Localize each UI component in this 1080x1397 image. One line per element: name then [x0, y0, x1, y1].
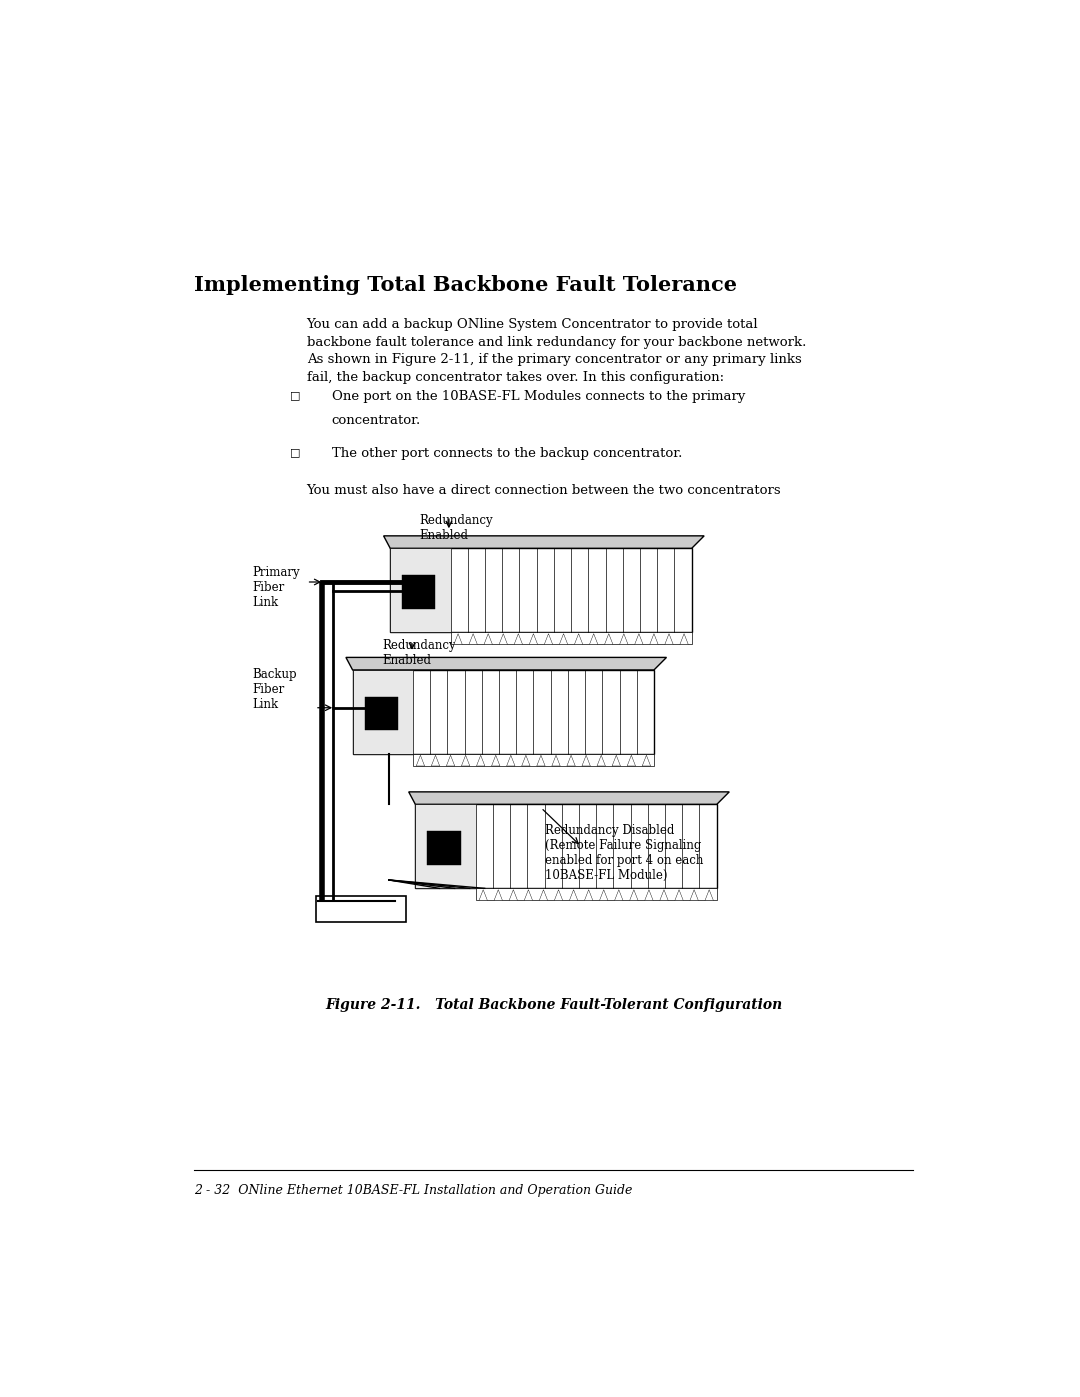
Bar	[413, 754, 654, 766]
Polygon shape	[346, 658, 666, 671]
Text: Primary
Fiber
Link: Primary Fiber Link	[253, 566, 300, 609]
Polygon shape	[514, 634, 523, 644]
Polygon shape	[431, 756, 440, 766]
Polygon shape	[567, 756, 576, 766]
Bar	[450, 633, 691, 644]
Polygon shape	[539, 890, 548, 901]
Bar	[390, 549, 691, 633]
Polygon shape	[491, 756, 500, 766]
Text: One port on the 10BASE-FL Modules connects to the primary: One port on the 10BASE-FL Modules connec…	[332, 390, 745, 404]
Bar	[416, 805, 717, 888]
Bar	[416, 805, 475, 888]
Text: Implementing Total Backbone Fault Tolerance: Implementing Total Backbone Fault Tolera…	[193, 275, 737, 295]
Polygon shape	[507, 756, 515, 766]
Polygon shape	[569, 890, 578, 901]
Text: You must also have a direct connection between the two concentrators: You must also have a direct connection b…	[307, 483, 781, 497]
Polygon shape	[599, 890, 608, 901]
Text: Redundancy Disabled
(Remote Failure Signaling
enabled for port 4 on each
10BASE-: Redundancy Disabled (Remote Failure Sign…	[545, 824, 703, 882]
Polygon shape	[597, 756, 606, 766]
Polygon shape	[584, 890, 593, 901]
Polygon shape	[635, 634, 643, 644]
Text: Redundancy
Enabled: Redundancy Enabled	[420, 514, 494, 542]
Text: Backup
Fiber
Link: Backup Fiber Link	[253, 668, 297, 711]
Polygon shape	[650, 634, 658, 644]
Polygon shape	[643, 756, 650, 766]
Text: Figure 2-11.   Total Backbone Fault-Tolerant Configuration: Figure 2-11. Total Backbone Fault-Tolera…	[325, 997, 782, 1011]
Polygon shape	[660, 890, 669, 901]
Polygon shape	[675, 890, 684, 901]
Text: □: □	[289, 447, 300, 457]
Text: You can add a backup ONline System Concentrator to provide total
backbone fault : You can add a backup ONline System Conce…	[307, 319, 806, 384]
Polygon shape	[408, 792, 729, 805]
Polygon shape	[494, 890, 502, 901]
Polygon shape	[690, 890, 699, 901]
Polygon shape	[476, 756, 485, 766]
Polygon shape	[590, 634, 598, 644]
Polygon shape	[469, 634, 477, 644]
Polygon shape	[582, 756, 591, 766]
Polygon shape	[416, 756, 424, 766]
Text: □: □	[289, 390, 300, 401]
Text: 2 - 32  ONline Ethernet 10BASE-FL Installation and Operation Guide: 2 - 32 ONline Ethernet 10BASE-FL Install…	[193, 1185, 632, 1197]
Polygon shape	[484, 634, 492, 644]
Polygon shape	[575, 634, 583, 644]
Polygon shape	[524, 890, 532, 901]
Bar	[390, 549, 450, 633]
Polygon shape	[522, 756, 530, 766]
Polygon shape	[529, 634, 538, 644]
Polygon shape	[605, 634, 613, 644]
Bar	[315, 895, 405, 922]
Polygon shape	[383, 536, 704, 549]
Polygon shape	[665, 634, 673, 644]
Bar	[365, 697, 397, 731]
Bar	[475, 888, 717, 900]
Text: concentrator.: concentrator.	[332, 414, 421, 427]
Bar	[352, 671, 413, 754]
Polygon shape	[499, 634, 508, 644]
Polygon shape	[680, 634, 688, 644]
Polygon shape	[552, 756, 561, 766]
Polygon shape	[645, 890, 653, 901]
Polygon shape	[612, 756, 620, 766]
Bar	[352, 671, 654, 754]
Text: The other port connects to the backup concentrator.: The other port connects to the backup co…	[332, 447, 683, 461]
Polygon shape	[461, 756, 470, 766]
Polygon shape	[627, 756, 635, 766]
Polygon shape	[537, 756, 545, 766]
Polygon shape	[705, 890, 714, 901]
Polygon shape	[559, 634, 568, 644]
Polygon shape	[615, 890, 623, 901]
Bar	[403, 576, 435, 609]
Polygon shape	[544, 634, 553, 644]
Polygon shape	[630, 890, 638, 901]
Text: Redundancy
Enabled: Redundancy Enabled	[382, 638, 457, 666]
Polygon shape	[454, 634, 462, 644]
Polygon shape	[480, 890, 487, 901]
Polygon shape	[620, 634, 627, 644]
Polygon shape	[446, 756, 455, 766]
Polygon shape	[509, 890, 517, 901]
Polygon shape	[554, 890, 563, 901]
Bar	[428, 831, 460, 865]
